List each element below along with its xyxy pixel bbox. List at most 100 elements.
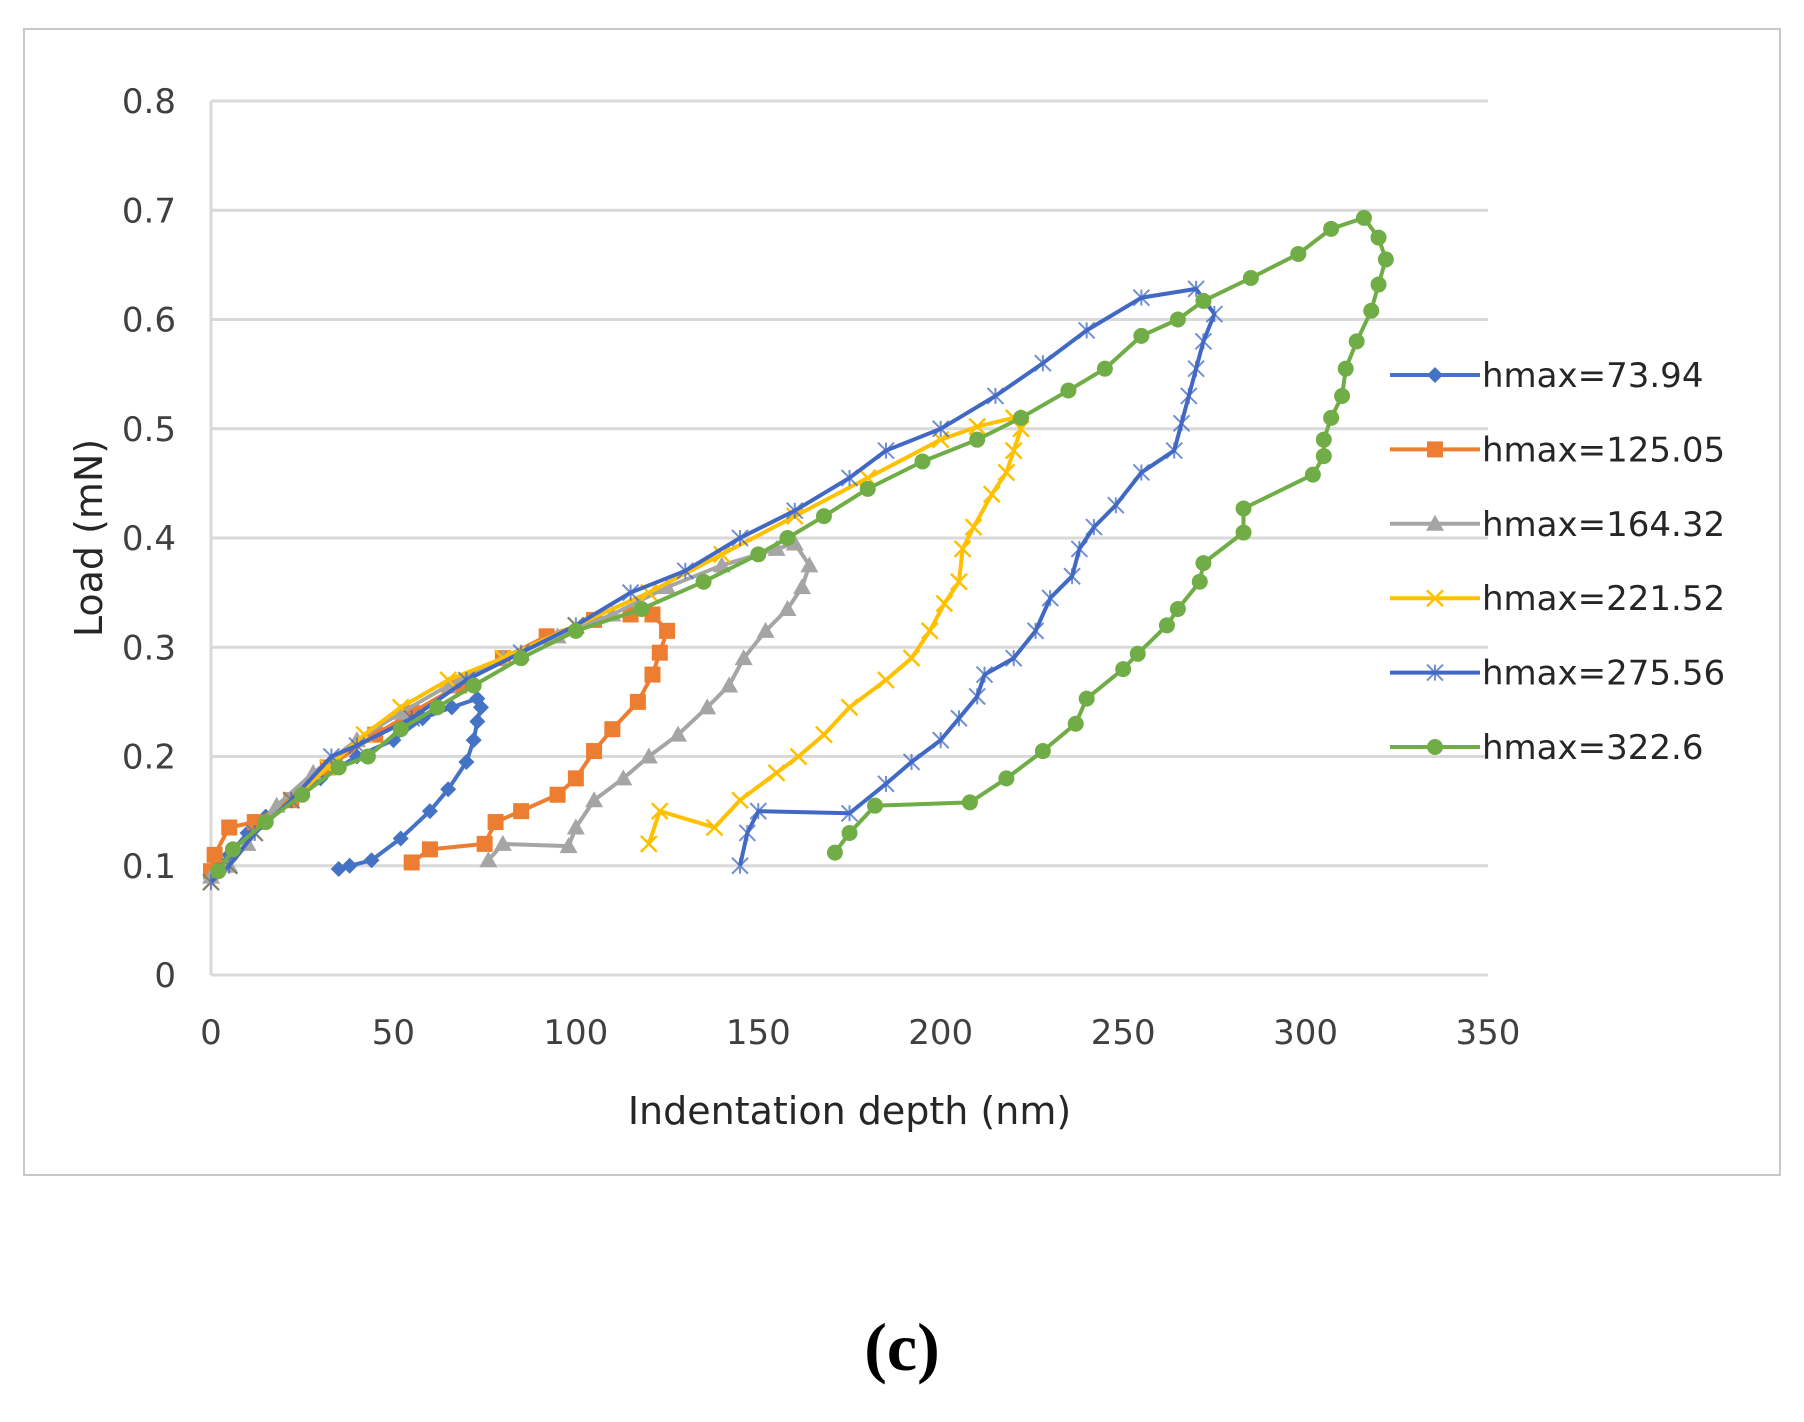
legend-entry: hmax=322.6 [1390, 728, 1703, 768]
data-point [731, 857, 749, 875]
y-tick-label: 0.6 [122, 301, 176, 341]
legend-marker [1426, 514, 1444, 531]
data-point [487, 814, 504, 831]
data-point [1323, 409, 1340, 426]
data-point [998, 770, 1015, 787]
data-point [359, 748, 376, 765]
data-point [1169, 601, 1186, 618]
y-tick-label: 0.5 [122, 410, 176, 450]
data-point [559, 837, 578, 854]
data-point [756, 621, 775, 638]
data-point [586, 743, 603, 760]
data-point [439, 671, 458, 689]
data-point [421, 803, 438, 820]
series-line [216, 215, 1388, 873]
data-point [1034, 354, 1052, 372]
data-point [465, 732, 482, 749]
data-point [720, 676, 739, 693]
data-point [614, 769, 633, 786]
gridlines [211, 99, 1488, 868]
data-point [800, 556, 819, 573]
data-point [877, 441, 895, 460]
data-point [1096, 360, 1113, 377]
y-tick-label: 0.7 [122, 191, 176, 231]
data-point [750, 546, 767, 563]
data-point [840, 698, 859, 717]
data-point [1363, 302, 1380, 319]
data-point [997, 463, 1016, 482]
data-point [968, 417, 987, 436]
legend-marker [1427, 441, 1443, 458]
data-point [567, 622, 584, 639]
data-point [1012, 409, 1029, 426]
data-point [826, 844, 843, 861]
legend-label: hmax=322.6 [1482, 728, 1703, 768]
data-point [210, 863, 227, 880]
data-point [1323, 220, 1340, 237]
data-point [392, 721, 409, 738]
x-tick-label: 250 [1091, 1013, 1156, 1053]
data-point [1315, 448, 1332, 465]
data-point [1187, 359, 1205, 378]
data-point [698, 698, 717, 715]
legend-label: hmax=221.52 [1482, 579, 1725, 619]
legend-marker [1427, 367, 1443, 383]
data-point [695, 573, 712, 590]
data-point [1129, 645, 1146, 662]
x-tick-label: 150 [726, 1013, 791, 1053]
series-triangle [202, 534, 819, 884]
series-diamond [203, 690, 489, 885]
data-point [472, 699, 489, 716]
data-point [403, 854, 420, 871]
data-point [734, 649, 753, 666]
data-point [1070, 540, 1089, 558]
data-point [705, 818, 724, 837]
x-tick-label: 200 [908, 1013, 973, 1053]
data-point [604, 721, 621, 738]
data-point [738, 824, 757, 842]
data-point [1348, 333, 1365, 350]
data-point [639, 835, 658, 853]
data-point [1078, 690, 1095, 707]
data-point [221, 819, 238, 836]
data-point [964, 518, 983, 536]
data-point [585, 791, 604, 808]
y-tick-label: 0.2 [122, 738, 176, 778]
data-point [932, 731, 950, 749]
data-point [867, 797, 884, 814]
data-point [513, 650, 530, 667]
data-point [1242, 269, 1259, 286]
data-point [950, 572, 968, 591]
data-point [731, 791, 749, 810]
data-point [840, 469, 859, 487]
legend-marker [1427, 739, 1443, 755]
data-point [1060, 382, 1077, 399]
data-point [330, 759, 347, 776]
data-point [778, 600, 797, 617]
data-point [1337, 360, 1354, 377]
x-tick-label: 0 [200, 1013, 222, 1053]
data-point [421, 841, 438, 858]
legend-label: hmax=73.94 [1482, 356, 1703, 396]
data-point [1158, 617, 1175, 634]
data-point [961, 794, 978, 811]
data-point [1315, 431, 1332, 448]
data-point [815, 508, 832, 525]
data-point [1169, 311, 1186, 328]
y-tick-label: 0.4 [122, 519, 176, 559]
data-point [363, 852, 380, 869]
data-point [440, 781, 457, 798]
data-point [1004, 649, 1023, 667]
data-point [659, 622, 676, 639]
data-point [1115, 661, 1132, 678]
data-point [1165, 441, 1183, 460]
data-point [443, 699, 460, 716]
data-point [479, 851, 498, 868]
series-line [209, 415, 1023, 884]
data-point [840, 804, 859, 823]
data-point [767, 764, 786, 782]
data-point [1334, 387, 1351, 404]
data-point [651, 644, 668, 661]
data-point [1085, 518, 1103, 536]
data-point [1195, 292, 1212, 309]
